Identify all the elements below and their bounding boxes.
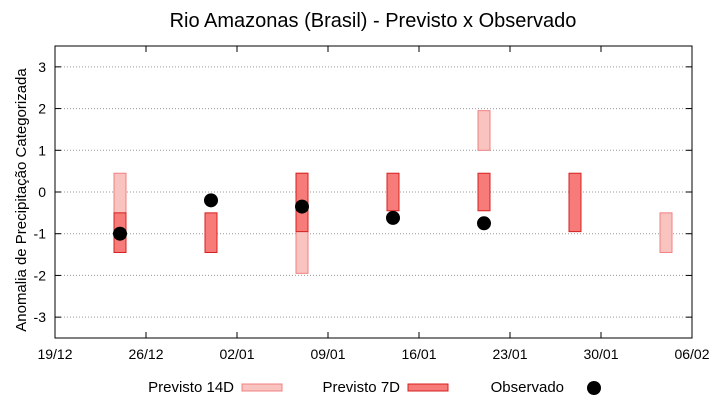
legend-swatch xyxy=(587,381,601,395)
y-tick-label: -2 xyxy=(34,267,47,283)
x-tick-label: 19/12 xyxy=(37,346,72,362)
x-tick-label: 23/01 xyxy=(492,346,527,362)
y-tick-label: 2 xyxy=(38,101,46,117)
y-tick-label: 1 xyxy=(38,142,46,158)
y-tick-label: -1 xyxy=(34,226,47,242)
legend-label: Observado xyxy=(491,379,564,396)
range-bar xyxy=(477,172,491,212)
observed-point xyxy=(204,193,218,208)
range-bar xyxy=(386,172,400,212)
series-observado xyxy=(113,193,491,241)
x-tick-label: 02/01 xyxy=(219,346,254,362)
chart-title: Rio Amazonas (Brasil) - Previsto x Obser… xyxy=(170,10,577,32)
observed-point xyxy=(477,216,491,231)
x-tick-label: 06/02 xyxy=(674,346,709,362)
grid xyxy=(55,66,692,318)
range-bar xyxy=(659,212,673,253)
axis-ticks: -3 -2 -1 0 1 2 3 19/12 26/12 02/01 09/01 16/01 23/01… xyxy=(34,46,710,362)
range-bar xyxy=(204,212,218,253)
y-tick-label: 3 xyxy=(38,59,46,75)
observed-point xyxy=(113,226,127,241)
observed-point xyxy=(386,210,400,225)
x-tick-label: 16/01 xyxy=(401,346,436,362)
y-axis-title: Anomalia de Precipitação Categorizada xyxy=(13,68,30,332)
legend-label: Previsto 7D xyxy=(322,379,400,396)
series-previsto-7d xyxy=(113,172,582,253)
legend: Previsto 14D Previsto 7D Observado xyxy=(148,379,601,396)
x-tick-label: 26/12 xyxy=(128,346,163,362)
legend-swatch xyxy=(407,383,449,392)
x-tick-label: 09/01 xyxy=(310,346,345,362)
legend-swatch xyxy=(241,383,283,392)
observed-point xyxy=(295,199,309,214)
range-bar xyxy=(568,172,582,233)
y-tick-label: 0 xyxy=(38,184,46,200)
legend-label: Previsto 14D xyxy=(148,379,234,396)
x-tick-label: 30/01 xyxy=(583,346,618,362)
y-tick-label: -3 xyxy=(34,309,47,325)
range-bar xyxy=(477,110,491,151)
